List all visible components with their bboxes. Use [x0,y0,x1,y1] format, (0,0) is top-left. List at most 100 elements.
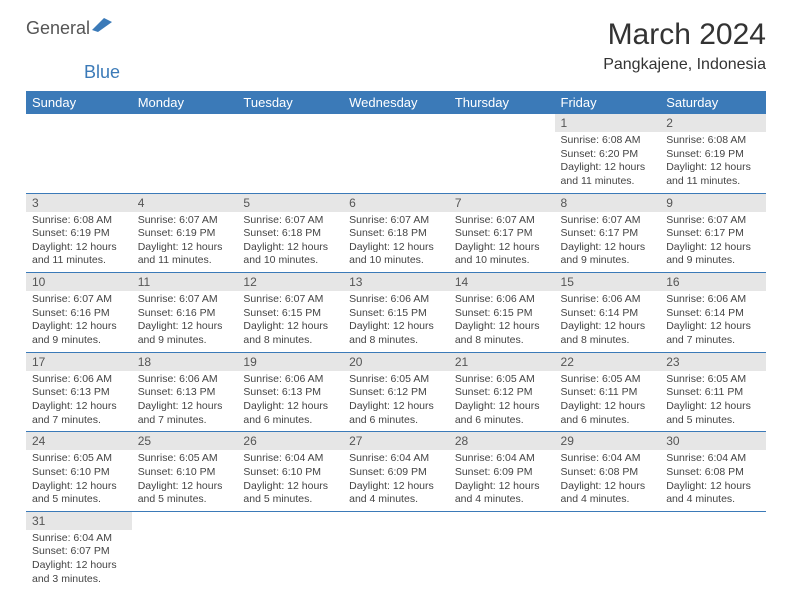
day-number: 26 [237,432,343,450]
sunset-text: Sunset: 6:18 PM [243,227,337,241]
weekday-header: Sunday [26,91,132,114]
sunrise-text: Sunrise: 6:04 AM [455,452,549,466]
daylight-text: Daylight: 12 hours and 5 minutes. [138,480,232,507]
day-cell: 7Sunrise: 6:07 AMSunset: 6:17 PMDaylight… [449,193,555,273]
calendar-row: 10Sunrise: 6:07 AMSunset: 6:16 PMDayligh… [26,273,766,353]
day-number: 27 [343,432,449,450]
day-cell: 28Sunrise: 6:04 AMSunset: 6:09 PMDayligh… [449,432,555,512]
day-cell: 9Sunrise: 6:07 AMSunset: 6:17 PMDaylight… [660,193,766,273]
calendar-row: 17Sunrise: 6:06 AMSunset: 6:13 PMDayligh… [26,352,766,432]
sunrise-text: Sunrise: 6:07 AM [666,214,760,228]
day-details: Sunrise: 6:05 AMSunset: 6:12 PMDaylight:… [343,371,449,432]
sunrise-text: Sunrise: 6:06 AM [243,373,337,387]
day-number: 14 [449,273,555,291]
day-details: Sunrise: 6:04 AMSunset: 6:09 PMDaylight:… [343,450,449,511]
calendar-row: 1Sunrise: 6:08 AMSunset: 6:20 PMDaylight… [26,114,766,193]
weekday-header: Saturday [660,91,766,114]
daylight-text: Daylight: 12 hours and 7 minutes. [138,400,232,427]
weekday-header: Friday [555,91,661,114]
sunrise-text: Sunrise: 6:07 AM [455,214,549,228]
daylight-text: Daylight: 12 hours and 7 minutes. [32,400,126,427]
day-cell: 31Sunrise: 6:04 AMSunset: 6:07 PMDayligh… [26,511,132,590]
sunrise-text: Sunrise: 6:07 AM [243,293,337,307]
daylight-text: Daylight: 12 hours and 8 minutes. [243,320,337,347]
daylight-text: Daylight: 12 hours and 4 minutes. [561,480,655,507]
sunrise-text: Sunrise: 6:07 AM [138,293,232,307]
sunset-text: Sunset: 6:08 PM [561,466,655,480]
day-cell: 25Sunrise: 6:05 AMSunset: 6:10 PMDayligh… [132,432,238,512]
weekday-header: Wednesday [343,91,449,114]
empty-cell [449,114,555,193]
day-details: Sunrise: 6:07 AMSunset: 6:19 PMDaylight:… [132,212,238,273]
daylight-text: Daylight: 12 hours and 9 minutes. [561,241,655,268]
sunrise-text: Sunrise: 6:05 AM [32,452,126,466]
calendar-row: 24Sunrise: 6:05 AMSunset: 6:10 PMDayligh… [26,432,766,512]
daylight-text: Daylight: 12 hours and 11 minutes. [561,161,655,188]
daylight-text: Daylight: 12 hours and 11 minutes. [666,161,760,188]
day-details: Sunrise: 6:08 AMSunset: 6:19 PMDaylight:… [660,132,766,193]
daylight-text: Daylight: 12 hours and 5 minutes. [666,400,760,427]
sunset-text: Sunset: 6:16 PM [138,307,232,321]
day-number: 7 [449,194,555,212]
sunset-text: Sunset: 6:17 PM [455,227,549,241]
daylight-text: Daylight: 12 hours and 6 minutes. [455,400,549,427]
empty-cell [132,511,238,590]
sunrise-text: Sunrise: 6:08 AM [666,134,760,148]
calendar-row: 31Sunrise: 6:04 AMSunset: 6:07 PMDayligh… [26,511,766,590]
day-details: Sunrise: 6:04 AMSunset: 6:10 PMDaylight:… [237,450,343,511]
empty-cell [132,114,238,193]
day-number: 17 [26,353,132,371]
day-number: 5 [237,194,343,212]
day-number: 16 [660,273,766,291]
sunrise-text: Sunrise: 6:04 AM [666,452,760,466]
day-cell: 18Sunrise: 6:06 AMSunset: 6:13 PMDayligh… [132,352,238,432]
day-details: Sunrise: 6:04 AMSunset: 6:08 PMDaylight:… [555,450,661,511]
daylight-text: Daylight: 12 hours and 6 minutes. [243,400,337,427]
day-cell: 19Sunrise: 6:06 AMSunset: 6:13 PMDayligh… [237,352,343,432]
day-number: 23 [660,353,766,371]
daylight-text: Daylight: 12 hours and 5 minutes. [32,480,126,507]
day-cell: 27Sunrise: 6:04 AMSunset: 6:09 PMDayligh… [343,432,449,512]
weekday-header: Monday [132,91,238,114]
sunrise-text: Sunrise: 6:06 AM [349,293,443,307]
daylight-text: Daylight: 12 hours and 5 minutes. [243,480,337,507]
empty-cell [26,114,132,193]
daylight-text: Daylight: 12 hours and 8 minutes. [455,320,549,347]
day-number: 20 [343,353,449,371]
sunset-text: Sunset: 6:19 PM [32,227,126,241]
empty-cell [237,511,343,590]
day-details: Sunrise: 6:07 AMSunset: 6:16 PMDaylight:… [26,291,132,352]
day-details: Sunrise: 6:07 AMSunset: 6:17 PMDaylight:… [449,212,555,273]
logo: General [26,18,116,39]
day-number: 22 [555,353,661,371]
flag-icon [92,18,116,39]
day-cell: 14Sunrise: 6:06 AMSunset: 6:15 PMDayligh… [449,273,555,353]
daylight-text: Daylight: 12 hours and 9 minutes. [666,241,760,268]
sunset-text: Sunset: 6:15 PM [455,307,549,321]
day-number: 28 [449,432,555,450]
sunset-text: Sunset: 6:17 PM [666,227,760,241]
sunset-text: Sunset: 6:09 PM [455,466,549,480]
sunset-text: Sunset: 6:16 PM [32,307,126,321]
sunrise-text: Sunrise: 6:05 AM [349,373,443,387]
day-number: 31 [26,512,132,530]
sunrise-text: Sunrise: 6:06 AM [666,293,760,307]
day-cell: 6Sunrise: 6:07 AMSunset: 6:18 PMDaylight… [343,193,449,273]
sunset-text: Sunset: 6:13 PM [243,386,337,400]
sunrise-text: Sunrise: 6:04 AM [243,452,337,466]
empty-cell [555,511,661,590]
calendar-row: 3Sunrise: 6:08 AMSunset: 6:19 PMDaylight… [26,193,766,273]
day-details: Sunrise: 6:04 AMSunset: 6:07 PMDaylight:… [26,530,132,591]
sunrise-text: Sunrise: 6:05 AM [666,373,760,387]
day-details: Sunrise: 6:07 AMSunset: 6:17 PMDaylight:… [660,212,766,273]
sunrise-text: Sunrise: 6:04 AM [561,452,655,466]
daylight-text: Daylight: 12 hours and 8 minutes. [561,320,655,347]
day-number: 21 [449,353,555,371]
day-cell: 16Sunrise: 6:06 AMSunset: 6:14 PMDayligh… [660,273,766,353]
day-cell: 23Sunrise: 6:05 AMSunset: 6:11 PMDayligh… [660,352,766,432]
day-cell: 30Sunrise: 6:04 AMSunset: 6:08 PMDayligh… [660,432,766,512]
day-details: Sunrise: 6:08 AMSunset: 6:20 PMDaylight:… [555,132,661,193]
daylight-text: Daylight: 12 hours and 10 minutes. [455,241,549,268]
logo-text-blue: Blue [84,62,120,82]
sunset-text: Sunset: 6:19 PM [138,227,232,241]
